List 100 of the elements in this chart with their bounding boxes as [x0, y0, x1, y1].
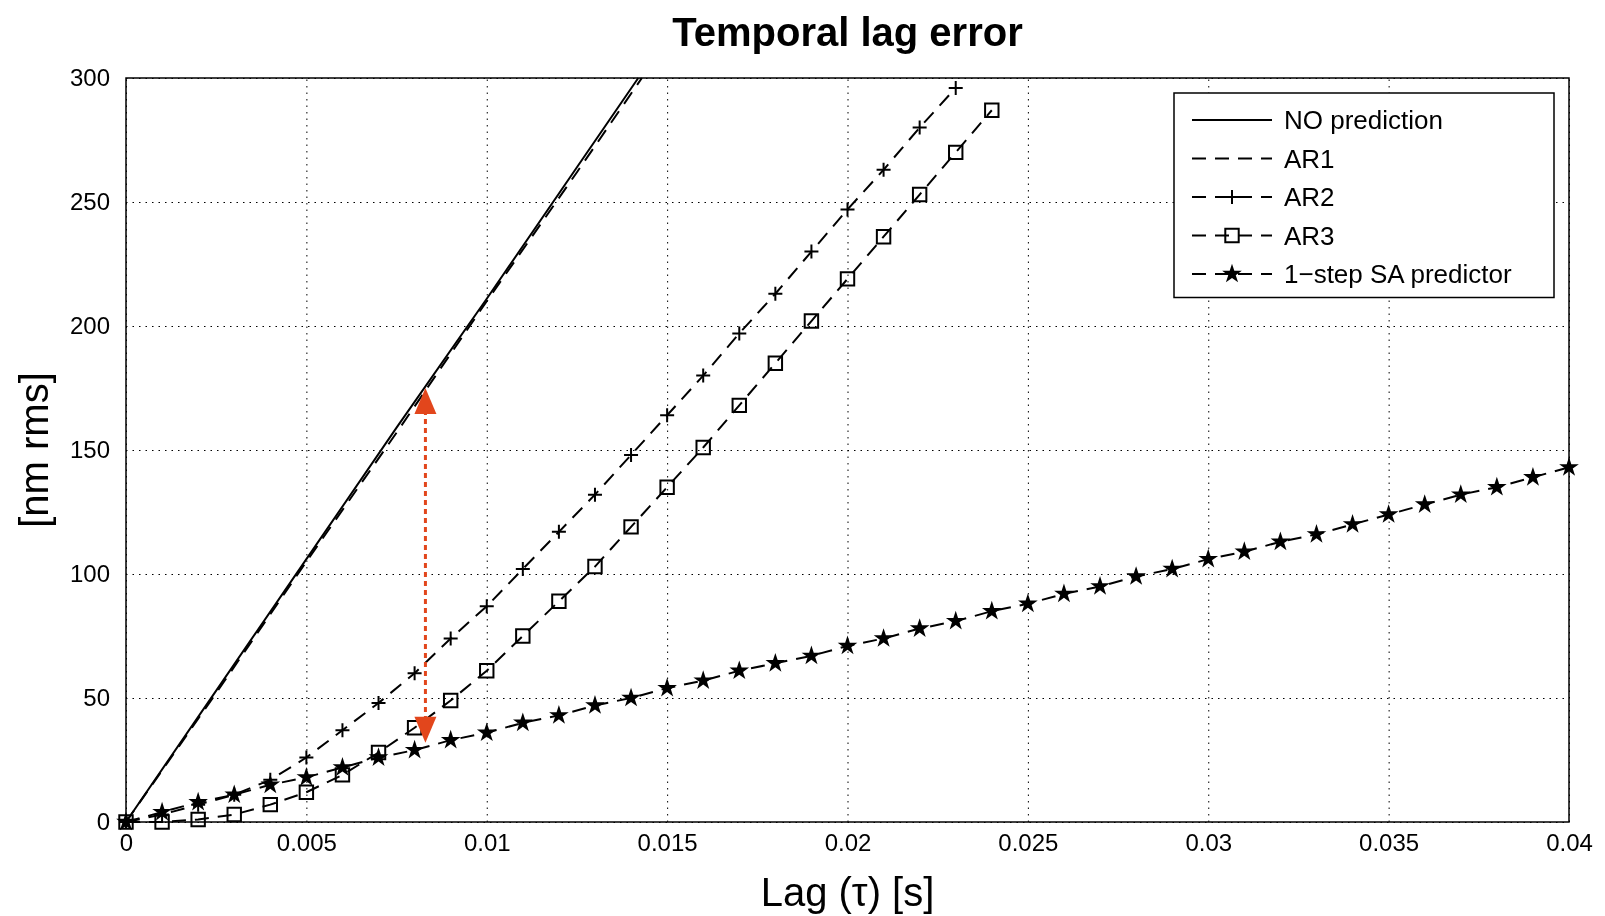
point — [549, 705, 569, 724]
point — [1378, 504, 1399, 523]
point — [296, 767, 317, 786]
point — [551, 593, 567, 609]
point — [1162, 558, 1183, 578]
point — [695, 367, 712, 384]
point — [1126, 566, 1146, 585]
point — [1018, 593, 1038, 613]
point — [803, 243, 820, 260]
point — [514, 561, 531, 578]
point — [404, 739, 425, 759]
point — [334, 767, 351, 783]
point — [875, 161, 892, 178]
point — [801, 645, 822, 665]
point — [479, 663, 495, 679]
point — [984, 102, 1000, 118]
point — [1523, 466, 1543, 486]
point — [839, 201, 856, 218]
point — [1054, 583, 1074, 603]
point — [659, 407, 676, 424]
point — [875, 229, 892, 245]
point — [839, 271, 856, 287]
y-tick-label: 300 — [69, 64, 110, 92]
point — [947, 79, 964, 96]
point — [1559, 457, 1579, 476]
point — [765, 652, 786, 672]
point — [657, 677, 677, 697]
y-tick-label: 0 — [96, 808, 110, 836]
point — [981, 600, 1002, 620]
point — [1306, 523, 1327, 543]
point — [334, 722, 351, 739]
x-tick-label: 0.02 — [824, 829, 872, 857]
x-tick-label: 0.035 — [1359, 829, 1420, 857]
point — [1198, 548, 1219, 568]
y-tick-label: 200 — [69, 312, 110, 340]
x-tick-label: 0.025 — [998, 829, 1059, 857]
point — [1450, 484, 1471, 504]
point — [587, 558, 603, 575]
x-tick-label: 0.01 — [463, 829, 511, 857]
legend-label: AR1 — [1284, 143, 1335, 174]
point — [659, 479, 675, 495]
point — [911, 186, 928, 203]
legend-label: NO prediction — [1284, 105, 1443, 135]
point — [945, 610, 966, 630]
point — [442, 630, 459, 647]
point — [476, 722, 497, 742]
point — [623, 519, 639, 535]
x-tick-label: 0.04 — [1546, 829, 1593, 857]
x-axis-title: Lag (τ) [s] — [760, 870, 935, 914]
point — [911, 119, 928, 136]
point — [731, 325, 748, 342]
point — [1487, 476, 1507, 496]
point — [729, 660, 750, 680]
point — [370, 744, 387, 761]
point — [693, 670, 714, 690]
point — [1090, 576, 1110, 595]
x-tick-label: 0.015 — [637, 829, 698, 857]
y-tick-label: 50 — [83, 684, 110, 712]
point — [623, 446, 640, 463]
y-tick-label: 100 — [69, 560, 110, 588]
x-tick-label: 0.005 — [276, 829, 337, 857]
point — [767, 355, 784, 371]
point — [948, 144, 964, 161]
x-tick-label: 0.03 — [1185, 829, 1233, 857]
chart-title: Temporal lag error — [672, 10, 1023, 54]
point — [621, 687, 641, 707]
point — [873, 628, 894, 647]
point — [440, 729, 461, 749]
point — [1234, 541, 1255, 561]
point — [909, 618, 930, 637]
legend-label: 1−step SA predictor — [1284, 259, 1512, 289]
point — [1414, 494, 1435, 513]
point — [550, 523, 567, 540]
point — [298, 784, 315, 800]
point — [190, 811, 206, 828]
point — [586, 486, 603, 503]
point — [1342, 514, 1363, 533]
y-tick-label: 250 — [69, 188, 110, 216]
point — [154, 814, 170, 830]
legend-label: AR2 — [1284, 182, 1335, 212]
point — [406, 665, 423, 682]
point — [515, 628, 531, 644]
point — [226, 806, 242, 823]
point — [585, 695, 605, 714]
y-axis-title: [nm rms] — [12, 372, 56, 528]
point — [803, 313, 820, 329]
point — [262, 796, 279, 813]
point — [695, 439, 711, 456]
point — [442, 692, 459, 709]
point — [1270, 531, 1291, 551]
point — [512, 712, 533, 732]
point — [370, 694, 387, 711]
point — [731, 397, 747, 414]
point — [298, 749, 315, 766]
point — [767, 285, 784, 302]
legend-label: AR3 — [1284, 220, 1335, 251]
point — [478, 598, 495, 615]
y-tick-label: 150 — [69, 436, 110, 464]
point — [837, 635, 858, 655]
x-tick-label: 0 — [119, 829, 134, 857]
